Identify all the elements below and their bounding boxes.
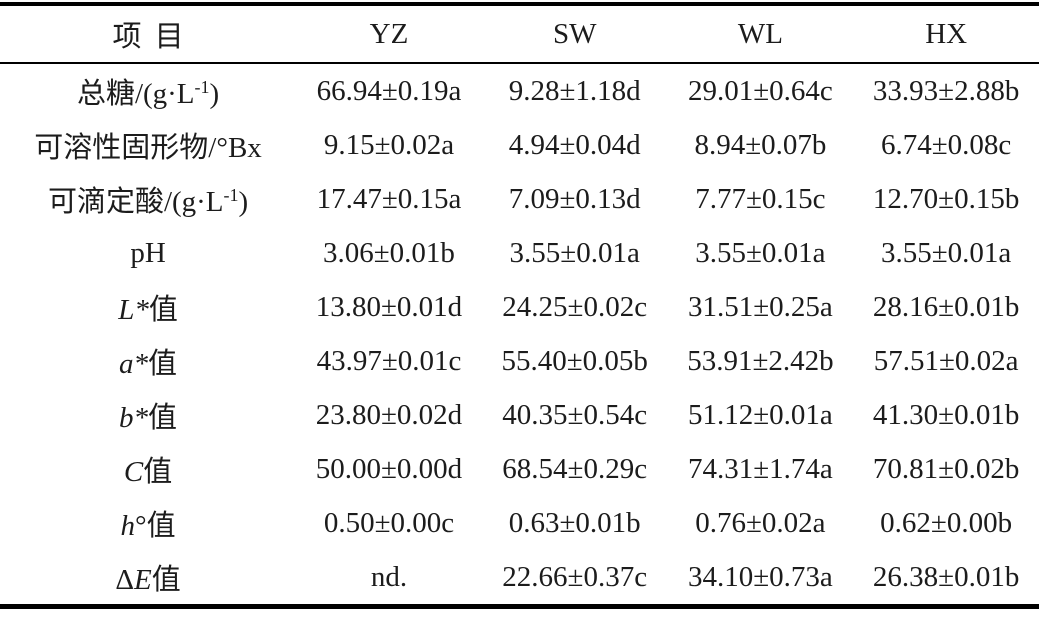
table-row: b*值 23.80±0.02d 40.35±0.54c 51.12±0.01a 41.3…	[0, 388, 1039, 442]
row-label-segment: 值	[148, 348, 178, 380]
row-label: b*值	[0, 388, 296, 442]
cell-value: 29.01±0.64c	[688, 74, 833, 107]
header-row: 项目 YZ SW WL HX	[0, 4, 1039, 63]
row-label: C值	[0, 442, 296, 496]
row-label-segment: 值	[148, 402, 178, 434]
row-label: 可溶性固形物/°Bx	[0, 118, 296, 172]
row-label-segment: 值	[148, 294, 178, 326]
row-label-segment: E	[134, 564, 152, 596]
row-label-segment: 值	[151, 564, 181, 596]
cell-value: 43.97±0.01c	[316, 344, 462, 377]
cell-value: 0.76±0.02a	[695, 506, 826, 539]
cell-value: 53.91±2.42b	[687, 344, 834, 377]
cell-value: 3.55±0.01a	[880, 236, 1012, 269]
row-label: 可滴定酸/(g·L-1)	[0, 172, 296, 226]
cell-value: 51.12±0.01a	[688, 398, 833, 431]
row-label: L*值	[0, 280, 296, 334]
cell-value: 50.00±0.00d	[315, 452, 463, 485]
row-label-segment: L*	[118, 294, 149, 326]
column-header-sample: WL	[737, 17, 783, 50]
cell-value: 7.77±0.15c	[695, 182, 826, 215]
cell-value: 57.51±0.02a	[873, 344, 1019, 377]
row-label-segment: 值	[143, 456, 173, 488]
cell-value: 34.10±0.73a	[688, 560, 833, 593]
row-label-segment: 可滴定酸/(g·L	[47, 186, 224, 218]
row-label-segment: -1	[223, 185, 239, 206]
row-label-segment: 可溶性固形物/°Bx	[34, 132, 262, 164]
cell-value: 3.55±0.01a	[509, 236, 640, 269]
column-header-item: 项目	[112, 21, 197, 53]
table-body: 总糖/(g·L-1) 66.94±0.19a 9.28±1.18d 29.01±0.6…	[0, 63, 1039, 607]
paper-table-container: 项目 YZ SW WL HX 总糖/(g·L-1) 66.94±0.19a 9.28±1.1…	[0, 2, 1039, 609]
row-label: ΔE值	[0, 550, 296, 607]
row-label-segment: °值	[135, 510, 176, 542]
row-label-segment: -1	[194, 77, 210, 98]
cell-value: 22.66±0.37c	[502, 560, 648, 593]
cell-value: 70.81±0.02b	[872, 452, 1020, 485]
cell-value: 3.55±0.01a	[695, 236, 826, 269]
cell-value: 0.50±0.00c	[323, 506, 455, 539]
column-header-sample: YZ	[369, 17, 409, 50]
cell-value: 0.62±0.00b	[880, 506, 1013, 539]
cell-value: 28.16±0.01b	[872, 290, 1020, 323]
row-label-segment: )	[209, 78, 220, 110]
table-row: a*值 43.97±0.01c 55.40±0.05b 53.91±2.42b 57.5…	[0, 334, 1039, 388]
table-row: ΔE值 nd. 22.66±0.37c 34.10±0.73a 26.38±0.01b	[0, 550, 1039, 607]
row-label: a*值	[0, 334, 296, 388]
row-label-segment: h	[120, 510, 136, 542]
cell-value: 6.74±0.08c	[880, 128, 1012, 161]
cell-value: 9.28±1.18d	[508, 74, 641, 107]
cell-value: 40.35±0.54c	[502, 398, 648, 431]
cell-value: 23.80±0.02d	[315, 398, 463, 431]
table-row: C值 50.00±0.00d 68.54±0.29c 74.31±1.74a 70.81…	[0, 442, 1039, 496]
cell-value: 9.15±0.02a	[323, 128, 455, 161]
table-row: L*值 13.80±0.01d 24.25±0.02c 31.51±0.25a 28.1…	[0, 280, 1039, 334]
row-label: 总糖/(g·L-1)	[0, 63, 296, 118]
row-label-segment: b*	[119, 402, 149, 434]
column-header-sample: HX	[925, 17, 968, 50]
table-row: h°值 0.50±0.00c 0.63±0.01b 0.76±0.02a 0.62±0.…	[0, 496, 1039, 550]
row-label: h°值	[0, 496, 296, 550]
cell-value: 17.47±0.15a	[316, 182, 462, 215]
row-label-segment: pH	[130, 236, 166, 269]
cell-value: 68.54±0.29c	[502, 452, 648, 485]
cell-value: 24.25±0.02c	[502, 290, 648, 323]
row-label-segment: a*	[119, 348, 149, 380]
cell-value: 26.38±0.01b	[872, 560, 1020, 593]
table-row: 可滴定酸/(g·L-1) 17.47±0.15a 7.09±0.13d 7.77±0.…	[0, 172, 1039, 226]
row-label: pH	[0, 226, 296, 280]
column-header-sample: SW	[552, 17, 597, 50]
cell-value: 0.63±0.01b	[508, 506, 641, 539]
cell-value: 7.09±0.13d	[508, 182, 641, 215]
cell-value: 13.80±0.01d	[315, 290, 463, 323]
cell-value: 41.30±0.01b	[872, 398, 1020, 431]
table-row: 可溶性固形物/°Bx 9.15±0.02a 4.94±0.04d 8.94±0.07b…	[0, 118, 1039, 172]
cell-value: 4.94±0.04d	[508, 128, 641, 161]
row-label-segment: Δ	[115, 564, 135, 596]
cell-value: 31.51±0.25a	[688, 290, 833, 323]
cell-value: 33.93±2.88b	[872, 74, 1020, 107]
row-label-segment: )	[238, 186, 249, 218]
cell-value: 12.70±0.15b	[872, 182, 1020, 215]
table-row: 总糖/(g·L-1) 66.94±0.19a 9.28±1.18d 29.01±0.6…	[0, 63, 1039, 118]
row-label-segment: C	[123, 456, 144, 488]
table-row: pH 3.06±0.01b 3.55±0.01a 3.55±0.01a 3.55±0.0…	[0, 226, 1039, 280]
cell-value: 74.31±1.74a	[688, 452, 833, 485]
table-head: 项目 YZ SW WL HX	[0, 4, 1039, 63]
cell-value: nd.	[370, 560, 408, 593]
row-label-segment: 总糖/(g·L	[76, 78, 195, 110]
cell-value: 66.94±0.19a	[316, 74, 462, 107]
cell-value: 8.94±0.07b	[694, 128, 827, 161]
measurements-table: 项目 YZ SW WL HX 总糖/(g·L-1) 66.94±0.19a 9.28±1.1…	[0, 2, 1039, 609]
cell-value: 3.06±0.01b	[323, 236, 455, 269]
cell-value: 55.40±0.05b	[501, 344, 648, 377]
